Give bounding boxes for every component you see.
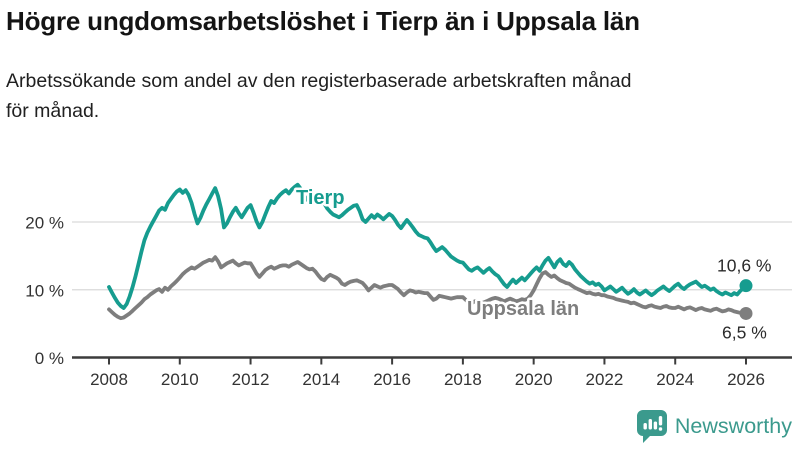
newsworthy-logo[interactable]: Newsworthy [636,408,792,444]
x-tick-label: 2020 [515,370,553,389]
x-tick-label: 2014 [302,370,340,389]
x-tick-label: 2016 [373,370,411,389]
series-end-value: 6,5 % [722,322,767,342]
line-chart: 0 % 10 % 20 % 2008 2010 2012 2014 2016 2018 2020 2… [25,182,792,389]
x-tick-label: 2024 [656,370,694,389]
chart-subtitle: Arbetssökande som andel av den registerb… [6,70,632,122]
series-line-uppsala-län [107,255,748,321]
newsworthy-logo-icon [636,409,668,443]
series-end-value: 10,6 % [717,256,771,276]
y-tick-label: 0 % [35,349,64,368]
y-tick-label: 20 % [25,214,64,233]
chart-title: Högre ungdomsarbetslöshet i Tierp än i U… [6,6,640,36]
newsworthy-brand-text: Newsworthy [674,413,792,438]
x-tick-label: 2008 [90,370,128,389]
x-tick-label: 2022 [586,370,624,389]
series-end-dot [739,306,753,320]
x-tick-label: 2018 [444,370,482,389]
y-tick-label: 10 % [25,281,64,300]
x-tick-label: 2012 [232,370,270,389]
x-tick-label: 2010 [161,370,199,389]
series-end-dot [739,279,753,293]
x-tick-label: 2026 [727,370,765,389]
series-name-label: Tierp [296,187,345,209]
series-name-label: Uppsala län [467,298,579,320]
series-line-tierp [107,182,748,310]
